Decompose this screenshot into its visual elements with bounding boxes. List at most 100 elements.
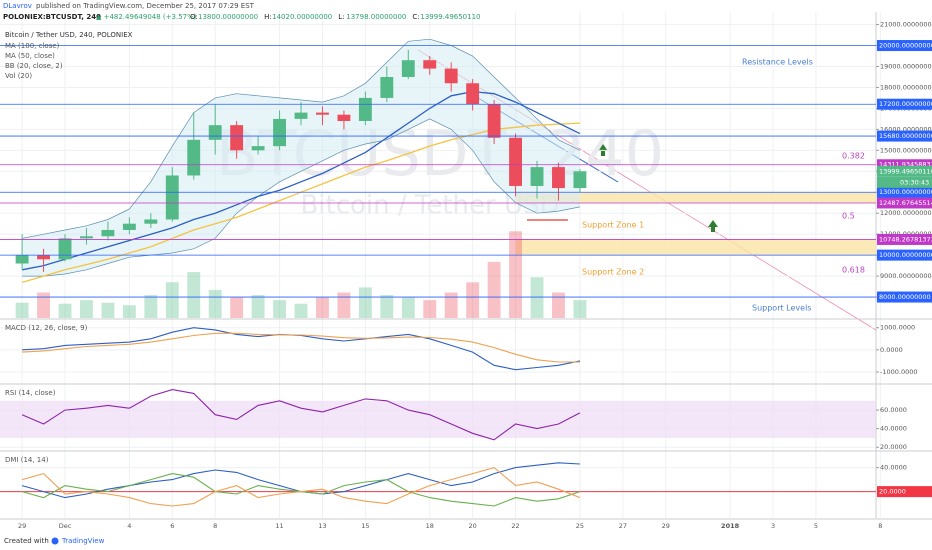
- candle-body: [187, 139, 201, 176]
- x-tick-label: 6: [170, 522, 174, 530]
- change: ▲ +482.49649048 (+3.57%): [96, 13, 197, 21]
- annotation: 0.618: [842, 266, 865, 275]
- price-label-box: [877, 486, 932, 498]
- candle-body: [144, 219, 158, 224]
- volume-bar: [37, 292, 50, 318]
- ohlc-key: L:: [338, 13, 344, 21]
- y-tick-label: 60.0000: [880, 406, 907, 414]
- volume-bar: [273, 300, 286, 318]
- price-label: 17200.00000000: [879, 100, 932, 108]
- footer-brand[interactable]: TradingView: [61, 537, 105, 545]
- volume-bar: [466, 282, 480, 318]
- candle-body: [37, 255, 50, 260]
- y-tick-label: 18000.00000000: [880, 83, 932, 91]
- y-tick-label: 40.0000: [880, 464, 907, 472]
- footer-text: Created with: [4, 537, 49, 545]
- price-label: 13000.00000000: [879, 188, 932, 196]
- volume-bar: [251, 295, 265, 318]
- indicator-line: [21, 466, 581, 507]
- volume-bar: [444, 292, 458, 318]
- volume-bar: [337, 292, 351, 318]
- y-tick-label: 20.0000: [880, 443, 907, 451]
- legend-entry: MA (50, close): [5, 52, 55, 60]
- volume-bar: [187, 272, 201, 318]
- price-label: 15680.00000000: [879, 132, 932, 140]
- x-tick-label: 20: [469, 522, 477, 530]
- ma-line: [21, 90, 581, 271]
- ohlc-value: 13800.00000000: [198, 13, 258, 21]
- logo: [51, 537, 59, 545]
- candle-body: [423, 60, 437, 69]
- candle-body: [101, 229, 115, 237]
- x-tick-label: 15: [361, 522, 369, 530]
- y-tick-label: 40.0000: [880, 425, 907, 433]
- volume-bar: [122, 305, 136, 318]
- candle-body: [15, 255, 29, 264]
- price-label: 14311.93458833: [879, 161, 932, 169]
- y-tick-label: 19000.00000000: [880, 62, 932, 70]
- volume-bar: [58, 303, 72, 318]
- x-tick-label: 29: [18, 522, 26, 530]
- annotation: Support Zone 1: [582, 221, 644, 230]
- annotation: Support Zone 2: [582, 268, 644, 277]
- price-label-box: [877, 249, 932, 261]
- ohlc: O: 13800.00000000 H: 14020.00000000 L: 13798.…: [190, 13, 481, 21]
- volume-bar: [380, 295, 394, 318]
- annotation: Support Levels: [752, 304, 811, 313]
- candle-body: [466, 83, 480, 105]
- candle-body: [509, 137, 522, 186]
- pane-title: RSI (14, close): [5, 389, 56, 397]
- candle-body: [208, 125, 222, 140]
- y-tick-label: 12000.00000000: [880, 209, 932, 217]
- candle-body: [122, 223, 136, 230]
- legend-entry: Vol (20): [5, 72, 32, 80]
- volume-bar: [15, 302, 29, 318]
- volume-bar: [80, 300, 93, 318]
- candle-body: [273, 118, 286, 147]
- price-label-box: [877, 165, 932, 177]
- volume-bar: [294, 303, 308, 318]
- band-fill: [22, 39, 580, 277]
- candle-body: [401, 60, 415, 77]
- annotation: 0.5: [842, 212, 855, 221]
- price-label-box: [877, 40, 932, 52]
- legend-entry: BB (20, close, 2): [5, 62, 63, 70]
- candle-body: [530, 167, 544, 186]
- price-label-box: [877, 98, 932, 110]
- volume-bar: [208, 289, 222, 318]
- volume-bar: [487, 261, 501, 318]
- band-line: [22, 118, 580, 277]
- volume-bar: [101, 302, 115, 318]
- volume-bar: [401, 297, 415, 318]
- candle-body: [58, 238, 72, 260]
- candle-body: [230, 125, 244, 151]
- pane-title: MACD (12, 26, close, 9): [5, 324, 88, 332]
- author[interactable]: DLavrov: [3, 2, 32, 10]
- volume-bar: [509, 231, 522, 318]
- indicator-line: [21, 389, 581, 441]
- volume-bar: [552, 292, 565, 318]
- price-label-box: [877, 186, 932, 198]
- price-label-box: [877, 197, 932, 209]
- x-tick-label: 27: [619, 522, 627, 530]
- ohlc-key: C:: [412, 13, 419, 21]
- volume-bar: [230, 297, 244, 318]
- price-label-box: [877, 159, 932, 171]
- candle-body: [337, 114, 351, 121]
- y-tick-label: 9000.00000000: [880, 272, 932, 280]
- ohlc-value: 13999.49650110: [420, 13, 480, 21]
- y-tick-label: 21000.00000000: [880, 21, 932, 29]
- candle-body: [251, 146, 265, 151]
- countdown: 03:30:43: [900, 178, 929, 186]
- candle-body: [380, 76, 394, 98]
- volume-bar: [530, 277, 544, 318]
- ohlc-value: 14020.00000000: [272, 13, 332, 21]
- x-tick-label: 3: [771, 522, 775, 530]
- band-line: [22, 38, 581, 239]
- y-tick-label: 16000.00000000: [880, 125, 932, 133]
- price-label-box: [877, 291, 932, 303]
- candle-body: [316, 112, 329, 115]
- x-tick-label: 2018: [721, 522, 740, 530]
- price-label: 20000.00000000: [879, 42, 932, 50]
